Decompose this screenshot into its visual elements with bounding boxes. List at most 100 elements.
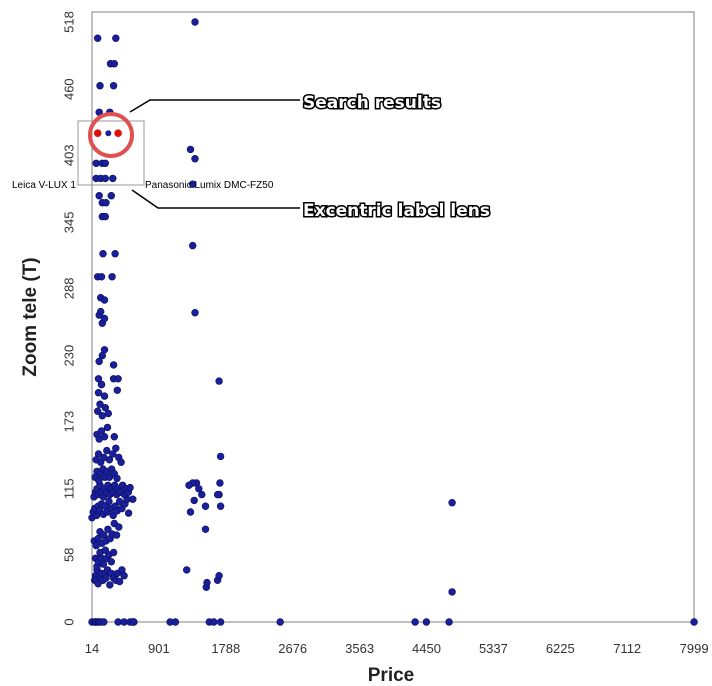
data-point[interactable] xyxy=(99,250,107,258)
data-point[interactable] xyxy=(110,59,119,68)
data-point[interactable] xyxy=(216,479,224,487)
data-point[interactable] xyxy=(215,377,223,385)
data-point[interactable] xyxy=(105,456,114,464)
data-point[interactable] xyxy=(191,18,199,26)
data-point[interactable] xyxy=(99,560,108,568)
data-point[interactable] xyxy=(216,502,225,510)
data-point[interactable] xyxy=(129,618,137,626)
highlighted-data-point[interactable] xyxy=(114,129,122,137)
data-point[interactable] xyxy=(198,490,206,499)
data-point[interactable] xyxy=(111,250,119,258)
data-point[interactable] xyxy=(101,404,110,412)
highlighted-data-point[interactable] xyxy=(93,129,102,137)
data-point[interactable] xyxy=(102,199,110,207)
data-point[interactable] xyxy=(113,474,121,483)
data-point[interactable] xyxy=(94,450,103,458)
data-point[interactable] xyxy=(189,180,197,188)
data-point[interactable] xyxy=(690,618,698,626)
data-point[interactable] xyxy=(100,618,108,626)
data-point[interactable] xyxy=(213,490,222,499)
data-point[interactable] xyxy=(100,296,109,304)
data-point[interactable] xyxy=(126,483,134,492)
data-point[interactable] xyxy=(94,375,103,383)
data-point[interactable] xyxy=(190,496,198,505)
data-point[interactable] xyxy=(113,386,122,394)
data-point[interactable] xyxy=(171,618,180,626)
data-point[interactable] xyxy=(411,618,419,626)
data-point[interactable] xyxy=(101,174,110,183)
data-point[interactable] xyxy=(109,81,118,90)
data-point[interactable] xyxy=(186,145,195,154)
data-point[interactable] xyxy=(112,34,120,42)
data-point[interactable] xyxy=(92,159,100,168)
data-point[interactable] xyxy=(216,452,225,461)
data-point[interactable] xyxy=(109,361,118,369)
data-point[interactable] xyxy=(96,81,104,90)
data-point[interactable] xyxy=(104,525,112,533)
data-point[interactable] xyxy=(189,241,197,250)
data-point[interactable] xyxy=(97,273,106,281)
data-point[interactable] xyxy=(448,499,456,507)
data-point[interactable] xyxy=(115,577,124,586)
data-point[interactable] xyxy=(112,531,121,539)
data-point[interactable] xyxy=(93,34,102,42)
data-point[interactable] xyxy=(103,423,112,432)
search-results-circle xyxy=(88,112,134,158)
data-point[interactable] xyxy=(191,309,199,317)
data-point[interactable] xyxy=(100,433,109,441)
data-point[interactable] xyxy=(100,392,109,400)
data-point[interactable] xyxy=(103,446,111,455)
data-point[interactable] xyxy=(115,523,123,531)
data-point[interactable] xyxy=(117,458,125,466)
data-point[interactable] xyxy=(109,450,117,458)
data-point[interactable] xyxy=(185,481,193,489)
data-point[interactable] xyxy=(101,212,110,221)
excentric-label-lens[interactable]: Leica V-LUX 1 Panasonic Lumix DMC-FZ50 xyxy=(12,112,274,191)
data-point[interactable] xyxy=(195,485,203,493)
data-point[interactable] xyxy=(105,130,112,137)
data-point[interactable] xyxy=(110,433,119,441)
data-point[interactable] xyxy=(108,273,116,281)
data-point[interactable] xyxy=(93,407,102,415)
data-point[interactable] xyxy=(95,357,103,366)
data-point[interactable] xyxy=(186,508,195,516)
data-point[interactable] xyxy=(120,571,128,580)
data-point[interactable] xyxy=(109,511,117,520)
data-point[interactable] xyxy=(94,389,103,397)
data-point[interactable] xyxy=(203,578,211,587)
data-point[interactable] xyxy=(107,558,116,566)
data-point[interactable] xyxy=(104,409,113,418)
data-point[interactable] xyxy=(95,192,103,200)
data-point[interactable] xyxy=(210,618,218,626)
data-point[interactable] xyxy=(109,174,117,183)
data-point[interactable] xyxy=(183,566,191,574)
data-point[interactable] xyxy=(445,618,453,626)
data-point[interactable] xyxy=(129,495,137,503)
data-point[interactable] xyxy=(124,509,133,517)
data-point[interactable] xyxy=(191,155,199,163)
data-point[interactable] xyxy=(114,375,122,383)
data-point[interactable] xyxy=(422,618,431,626)
data-point[interactable] xyxy=(107,192,116,200)
data-point[interactable] xyxy=(97,380,106,389)
data-point[interactable] xyxy=(201,525,210,533)
data-point[interactable] xyxy=(101,159,110,168)
data-point[interactable] xyxy=(100,346,109,354)
data-point[interactable] xyxy=(112,444,120,452)
lens-box[interactable] xyxy=(77,120,145,186)
data-point[interactable] xyxy=(106,581,114,589)
data-point[interactable] xyxy=(102,574,110,582)
data-point[interactable] xyxy=(100,314,109,323)
data-point[interactable] xyxy=(96,400,104,408)
data-point[interactable] xyxy=(96,307,105,316)
plot-area-frame xyxy=(91,11,695,623)
data-point[interactable] xyxy=(97,427,106,435)
data-point[interactable] xyxy=(105,497,113,506)
data-point[interactable] xyxy=(448,588,456,596)
data-point[interactable] xyxy=(276,618,284,626)
data-point[interactable] xyxy=(216,618,225,626)
data-point[interactable] xyxy=(201,502,210,510)
data-point[interactable] xyxy=(109,548,118,557)
data-point[interactable] xyxy=(95,477,103,485)
data-point[interactable] xyxy=(215,571,223,580)
